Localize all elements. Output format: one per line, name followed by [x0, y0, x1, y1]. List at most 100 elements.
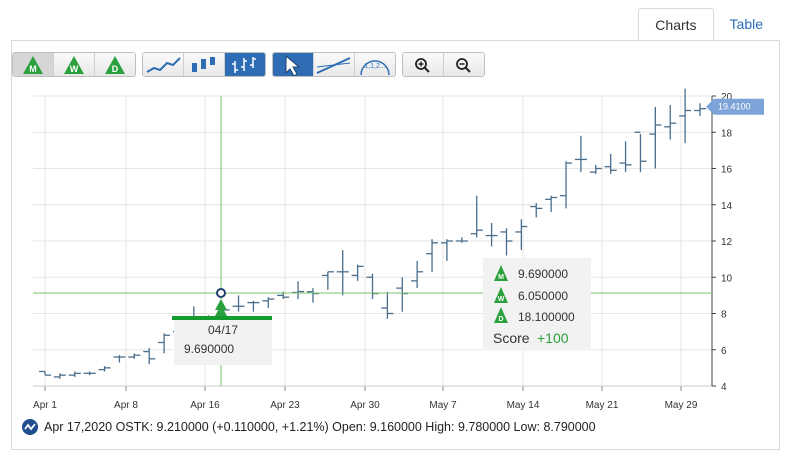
svg-text:D: D [112, 64, 119, 74]
ohlc-bar [336, 250, 349, 296]
ohlc-bar [128, 353, 141, 359]
x-tick-label: May 21 [586, 400, 619, 411]
ohlc-bar [396, 277, 409, 312]
ohlc-bar [306, 288, 319, 303]
monthly-rating-button[interactable]: M [13, 53, 54, 76]
ohlc-bar [545, 195, 558, 212]
ohlc-bar [262, 297, 275, 309]
zoom-button-group [402, 52, 485, 77]
svg-text:W: W [70, 64, 79, 74]
ohlc-bar [634, 131, 647, 173]
zoom-out-button[interactable] [444, 53, 484, 76]
ohlc-bar [619, 141, 632, 173]
daily-rating-icon: D [494, 307, 508, 323]
ohlc-bar [440, 239, 453, 261]
y-tick-label: 16 [721, 165, 733, 176]
last-price-marker: 19.4100 [706, 98, 764, 115]
crosshair-price-label: 9.690000 [184, 342, 234, 356]
ohlc-bar [649, 106, 662, 169]
y-tick-label: 20 [721, 92, 733, 103]
score-value: +100 [537, 330, 569, 346]
ohlc-bar [53, 373, 66, 379]
ohlc-bar [470, 195, 483, 238]
chart-grid [33, 95, 712, 387]
daily-rating-icon: D [105, 56, 125, 74]
score-label: Score [493, 330, 530, 346]
ohlc-bar [98, 366, 111, 372]
ohlc-bar-chart-icon [232, 57, 256, 73]
x-tick-label: May 14 [507, 400, 540, 411]
ohlc-bar [604, 154, 617, 174]
ohlc-bar [351, 264, 364, 281]
fibonacci-tool-button[interactable]: 1,1,2... [355, 53, 395, 76]
quote-summary: Apr 17,2020 OSTK: 9.210000 (+0.110000, +… [44, 420, 596, 434]
chart-type-button-group [142, 52, 266, 77]
ohlc-bar [500, 228, 513, 256]
ohlc-bar [39, 370, 51, 376]
daily-rating-button[interactable]: D [95, 53, 135, 76]
ohlc-bar [321, 271, 334, 290]
trendline-tool-button[interactable] [314, 53, 355, 76]
trendline-icon [316, 57, 351, 74]
ohlc-bar [515, 219, 528, 251]
y-tick-label: 8 [721, 310, 727, 321]
ohlc-bar [411, 260, 424, 289]
ohlc-bar [694, 103, 706, 116]
pointer-tool-button[interactable] [273, 53, 314, 76]
ohlc-bar [366, 273, 379, 299]
weekly-rating-icon: W [494, 287, 508, 303]
x-tick-label: Apr 30 [350, 400, 380, 411]
zoom-in-button[interactable] [403, 53, 444, 76]
x-tick-label: May 29 [665, 400, 698, 411]
ohlc-bar [113, 355, 126, 363]
monthly-rating-icon: M [23, 56, 43, 74]
tab-table[interactable]: Table [729, 16, 763, 32]
svg-text:1,1,2...: 1,1,2... [364, 63, 385, 70]
x-tick-label: May 7 [429, 400, 457, 411]
candlestick-chart-icon [192, 57, 215, 72]
y-tick-label: 4 [721, 382, 727, 393]
ohlc-bar [664, 105, 677, 140]
x-tick-label: Apr 23 [270, 400, 300, 411]
ohlc-bar [232, 295, 245, 312]
x-axis: Apr 1 Apr 8 Apr 16 Apr 23 Apr 30 May 7 May 14 M… [33, 385, 712, 411]
ohlc-bar [530, 202, 543, 218]
ohlc-bar [158, 333, 171, 354]
ohlc-bar [589, 164, 602, 174]
timeframe-button-group: M W D [12, 52, 136, 77]
crosshair-date-label: 04/17 [208, 323, 238, 337]
candlestick-chart-button[interactable] [184, 53, 225, 76]
svg-text:M: M [29, 64, 37, 74]
ohlc-bar [292, 281, 305, 300]
svg-text:M: M [498, 274, 504, 281]
daily-rating-value: 18.100000 [518, 310, 575, 324]
rating-marker-icon [215, 299, 227, 316]
ohlc-bar [83, 371, 96, 376]
view-tabs: Charts Table [638, 8, 779, 41]
ohlc-bar [143, 347, 156, 365]
rating-panel: M 9.690000 W 6.050000 D 18.100000 Score … [483, 258, 591, 350]
ohlc-bar [381, 291, 394, 319]
crosshair-tooltip: 04/17 9.690000 [172, 316, 272, 365]
ohlc-bar [247, 300, 260, 312]
ohlc-bar [426, 239, 439, 272]
drawing-tool-button-group: 1,1,2... [272, 52, 396, 77]
x-tick-label: Apr 16 [190, 400, 220, 411]
tab-charts[interactable]: Charts [638, 8, 714, 41]
x-tick-label: Apr 1 [33, 400, 57, 411]
ohlc-bar-chart-button[interactable] [225, 53, 265, 76]
monthly-rating-icon: M [494, 265, 508, 281]
last-price-label: 19.4100 [718, 102, 751, 112]
weekly-rating-icon: W [64, 56, 84, 74]
line-chart-button[interactable] [143, 53, 184, 76]
zoom-out-icon [456, 58, 471, 73]
weekly-rating-value: 6.050000 [518, 289, 568, 303]
ohlc-bar [455, 237, 468, 243]
weekly-rating-button[interactable]: W [54, 53, 95, 76]
ticker-logo-icon [22, 419, 38, 435]
fibonacci-icon: 1,1,2... [360, 60, 390, 76]
crosshair-point [216, 288, 226, 298]
y-axis: 4 6 8 10 12 14 16 18 20 [711, 92, 733, 393]
svg-text:D: D [498, 316, 503, 323]
